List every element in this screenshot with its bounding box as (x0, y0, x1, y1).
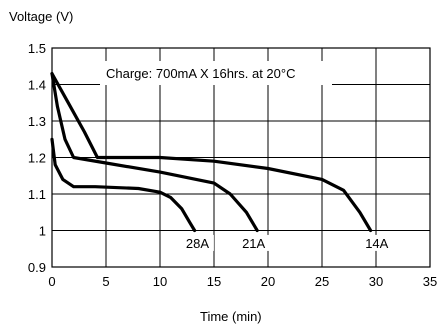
x-tick-label: 10 (153, 274, 167, 289)
x-tick-label: 15 (207, 274, 221, 289)
series-label-layer: 28A 21A 14A (183, 234, 394, 251)
plot-frame (51, 47, 431, 268)
series-label-background (363, 234, 394, 251)
y-tick-label: 1.4 (28, 78, 46, 93)
x-tick-label: 5 (102, 274, 109, 289)
series-line-14a (50, 72, 373, 233)
y-tick-label: 0.9 (28, 260, 46, 275)
y-tick-label: 1.3 (28, 114, 46, 129)
charge-annotation: Charge: 700mA X 16hrs. at 20°C (106, 66, 295, 81)
series-label-21a: 21A (242, 236, 265, 251)
y-axis-title: Voltage (V) (9, 9, 73, 24)
y-tick-label: 1.5 (28, 41, 46, 56)
series-label-background (183, 234, 214, 251)
series-label-28a: 28A (186, 236, 209, 251)
y-tick-labels: 0.9 1 1.1 1.2 1.3 1.4 1.5 (28, 41, 46, 275)
x-tick-label: 20 (261, 274, 275, 289)
series-line-21a (50, 72, 259, 233)
series-label-14a: 14A (365, 236, 388, 251)
y-tick-label: 1.1 (28, 187, 46, 202)
x-tick-label: 30 (369, 274, 383, 289)
x-tick-label: 0 (48, 274, 55, 289)
x-axis-title: Time (min) (200, 309, 262, 324)
x-tick-labels: 0 5 10 15 20 25 30 35 (48, 274, 437, 289)
x-tick-label: 25 (315, 274, 329, 289)
y-tick-label: 1 (39, 224, 46, 239)
x-tick-label: 35 (423, 274, 437, 289)
series-layer (50, 72, 373, 233)
annotation-background (100, 61, 332, 85)
series-label-background (240, 234, 271, 251)
series-line-28a (50, 137, 197, 233)
y-tick-label: 1.2 (28, 151, 46, 166)
